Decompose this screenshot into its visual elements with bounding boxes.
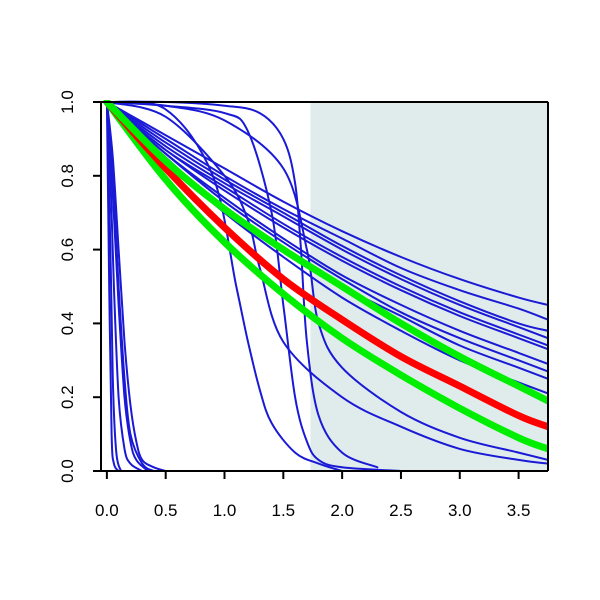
survival-curve (105, 101, 402, 472)
survival-curve (105, 101, 548, 332)
survival-curve (105, 101, 548, 465)
y-tick-label: 0.0 (58, 459, 77, 483)
y-tick-label: 0.4 (58, 312, 77, 336)
x-tick-label: 1.0 (213, 501, 237, 520)
x-tick-label: 0.5 (154, 501, 178, 520)
x-tick-label: 2.0 (330, 501, 354, 520)
highlight-curve-red (103, 100, 548, 431)
x-tick-label: 3.5 (507, 501, 531, 520)
x-tick-label: 1.5 (272, 501, 296, 520)
x-tick-label: 3.0 (448, 501, 472, 520)
survival-curve (105, 101, 144, 472)
y-tick-label: 0.6 (58, 238, 77, 262)
y-tick-label: 0.8 (58, 164, 77, 188)
survival-curve (105, 101, 548, 340)
survival-curve (105, 100, 344, 472)
survival-curve (105, 101, 548, 347)
axes-layer: 0.0 0.5 1.0 1.5 2.0 2.5 3.0 3.5 0.0 0.2 0.4 0.6 0.8 1… (58, 90, 549, 520)
survival-curve (105, 101, 548, 321)
x-tick-label: 0.0 (95, 501, 119, 520)
y-tick-label: 0.2 (58, 385, 77, 409)
survival-curve (105, 101, 122, 472)
survival-curve (105, 101, 167, 472)
survival-curve (105, 101, 548, 306)
survival-curve (105, 101, 155, 472)
curves-layer (103, 100, 548, 472)
survival-curve (105, 100, 379, 469)
x-tick-label: 2.5 (389, 501, 413, 520)
survival-curve (105, 101, 548, 365)
survival-curve (105, 101, 120, 472)
highlight-curve-green (103, 100, 548, 453)
highlight-curve-green (103, 100, 548, 405)
y-tick-label: 1.0 (58, 90, 77, 114)
